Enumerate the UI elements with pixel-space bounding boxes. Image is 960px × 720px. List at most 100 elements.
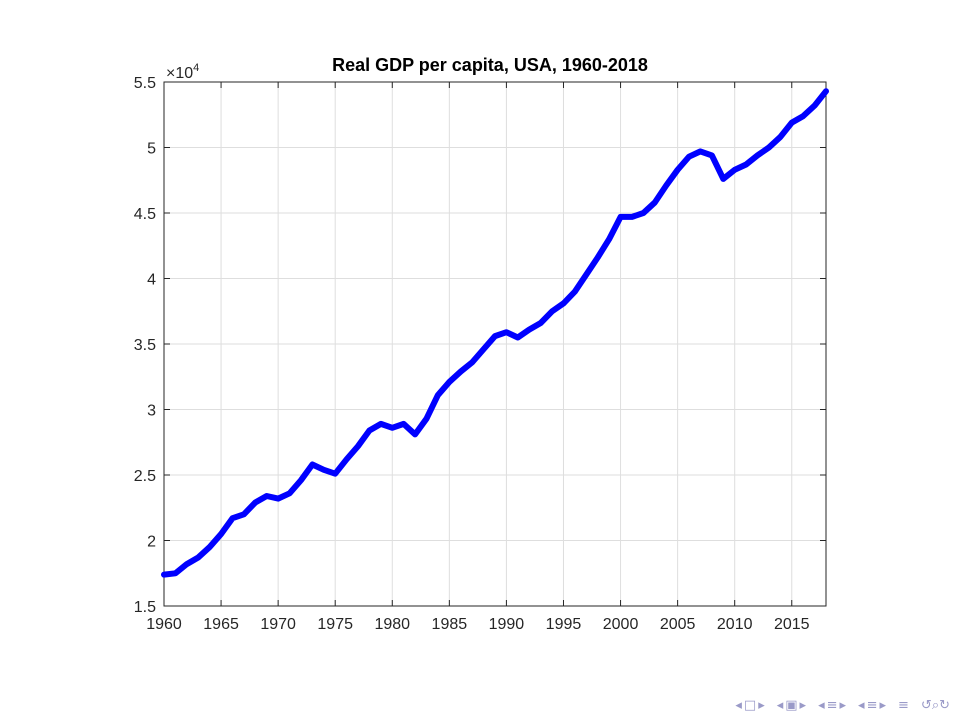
x-tick-label: 2000 [603, 616, 639, 633]
data-point [697, 148, 703, 154]
data-point [766, 145, 772, 150]
data-point [823, 88, 829, 94]
data-point [424, 416, 429, 422]
data-point [298, 477, 304, 483]
data-point [264, 493, 270, 499]
data-point [344, 456, 350, 462]
x-tick-label: 1970 [260, 616, 296, 633]
x-tick-label: 1960 [146, 616, 182, 633]
data-point [561, 300, 566, 306]
data-point [629, 214, 635, 220]
data-point [309, 462, 315, 467]
data-point [709, 152, 715, 158]
data-point [583, 272, 589, 278]
data-point [218, 531, 224, 537]
nav-prev-icon[interactable]: ◂ [776, 698, 784, 713]
y-tick-label: 4.5 [134, 206, 156, 223]
data-point [789, 120, 795, 126]
beamer-navigation: ◂ □ ▸ ◂ ▣ ▸ ◂ ≡ ▸ ◂ ≡ ▸ ≡ ↺⌕↻ [735, 699, 950, 712]
y-exponent-label: ×104 [166, 62, 199, 82]
data-point [663, 183, 669, 188]
data-point [458, 369, 464, 374]
nav-section-group: ◂ ≡ ▸ [818, 699, 846, 712]
data-point [686, 154, 692, 160]
nav-section-icon[interactable]: ≡ [826, 698, 838, 713]
data-point [515, 335, 521, 340]
nav-prev-icon[interactable]: ◂ [735, 698, 742, 713]
data-point [366, 428, 372, 433]
data-point [618, 214, 624, 220]
x-tick-label: 2010 [717, 616, 753, 633]
data-point [675, 167, 681, 173]
y-tick-label: 5 [147, 141, 156, 158]
data-point [435, 392, 441, 398]
data-point [526, 327, 532, 333]
data-point [275, 496, 281, 502]
y-axis: 1.5 2 2.5 3 3.5 4 4.5 5 5.5 [134, 75, 826, 616]
data-point [207, 544, 213, 550]
data-point [777, 134, 783, 140]
data-point [287, 490, 293, 496]
data-point [812, 103, 818, 109]
data-point [184, 561, 190, 567]
data-point [492, 333, 498, 339]
nav-frame-icon[interactable]: □ [743, 698, 757, 713]
y-tick-label: 4 [147, 272, 156, 289]
x-tick-label: 2015 [774, 616, 810, 633]
data-point [195, 555, 201, 560]
nav-frame-group: ◂ □ ▸ [735, 699, 764, 712]
data-point [549, 308, 555, 314]
data-point [755, 152, 760, 158]
y-tick-label: 2 [147, 534, 156, 551]
data-point [401, 421, 407, 427]
x-tick-label: 1980 [374, 616, 410, 633]
data-point [252, 500, 258, 505]
data-point [640, 210, 646, 216]
data-point [389, 425, 395, 431]
data-point [332, 471, 338, 477]
data-point [469, 359, 475, 365]
x-tick-label: 1995 [546, 616, 582, 633]
x-tick-label: 1965 [203, 616, 239, 633]
nav-search-icon[interactable]: ↺⌕↻ [920, 698, 950, 713]
data-point [743, 162, 749, 167]
data-point [606, 236, 612, 242]
nav-prev-icon[interactable]: ◂ [818, 698, 825, 713]
x-tick-label: 1975 [317, 616, 353, 633]
nav-part-group: ◂ ≡ ▸ [858, 699, 886, 712]
data-point [800, 113, 806, 119]
nav-align-icon[interactable]: ≡ [898, 698, 909, 713]
x-axis: 1960 1965 1970 1975 1980 1985 1990 1995 2000 2005… [146, 82, 810, 633]
data-point [172, 570, 178, 576]
y-tick-label: 1.5 [134, 599, 156, 616]
data-point [321, 467, 327, 473]
nav-prev-icon[interactable]: ◂ [858, 698, 865, 713]
nav-section-icon[interactable]: ≡ [866, 698, 878, 713]
data-point [595, 255, 601, 260]
x-tick-label: 1990 [489, 616, 525, 633]
data-point [355, 443, 361, 449]
data-point [412, 431, 418, 437]
series-layer [161, 88, 829, 578]
x-tick-label: 2005 [660, 616, 696, 633]
data-point [230, 515, 235, 521]
nav-next-icon[interactable]: ▸ [799, 698, 807, 713]
nav-subsection-group: ◂ ▣ ▸ [777, 699, 806, 712]
nav-subsection-icon[interactable]: ▣ [785, 698, 798, 713]
data-point [378, 421, 384, 427]
x-tick-label: 1985 [432, 616, 468, 633]
data-point [652, 200, 658, 205]
data-point [241, 511, 247, 517]
nav-next-icon[interactable]: ▸ [879, 698, 887, 713]
data-point [538, 320, 544, 326]
data-point [732, 167, 738, 173]
data-point [720, 176, 726, 182]
data-point [503, 329, 509, 335]
data-point [446, 379, 452, 385]
nav-next-icon[interactable]: ▸ [839, 698, 847, 713]
data-point [481, 346, 487, 352]
nav-next-icon[interactable]: ▸ [758, 698, 765, 713]
data-point [161, 572, 167, 578]
y-tick-label: 3.5 [134, 337, 156, 354]
